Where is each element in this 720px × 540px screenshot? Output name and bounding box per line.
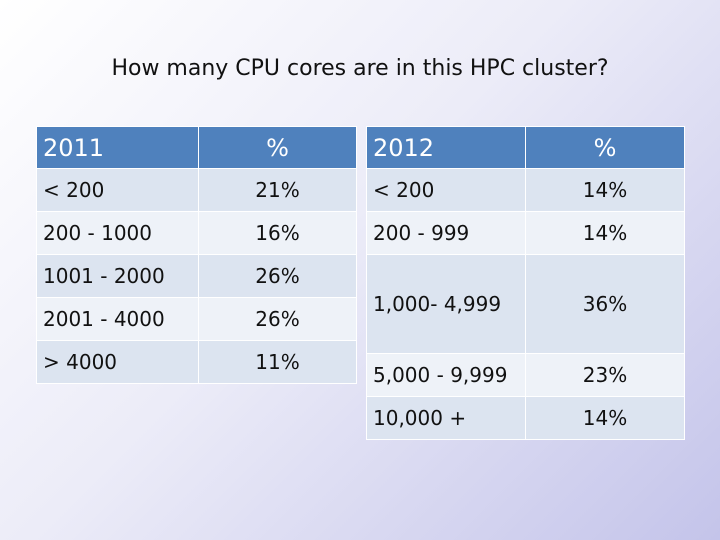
table-row: < 200 21%	[36, 168, 357, 212]
percent-header: %	[525, 126, 685, 169]
percent-cell: 26%	[198, 297, 357, 341]
table-row: 5,000 - 9,999 23%	[366, 353, 685, 397]
percent-cell: 14%	[525, 211, 685, 255]
percent-cell: 14%	[525, 168, 685, 212]
range-cell: 10,000 +	[366, 396, 526, 440]
percent-header: %	[198, 126, 357, 169]
range-cell: < 200	[366, 168, 526, 212]
table-row: < 200 14%	[366, 168, 685, 212]
table-row: > 4000 11%	[36, 340, 357, 384]
percent-cell: 26%	[198, 254, 357, 298]
table-2012: 2012 % < 200 14% 200 - 999 14% 1,000- 4,…	[366, 126, 685, 440]
percent-cell: 23%	[525, 353, 685, 397]
slide-title: How many CPU cores are in this HPC clust…	[111, 56, 609, 81]
table-row: 10,000 + 14%	[366, 396, 685, 440]
percent-cell: 21%	[198, 168, 357, 212]
range-cell: 2001 - 4000	[36, 297, 199, 341]
table-row: 200 - 999 14%	[366, 211, 685, 255]
table-header-row: 2011 %	[36, 126, 357, 169]
range-cell: > 4000	[36, 340, 199, 384]
table-2011: 2011 % < 200 21% 200 - 1000 16% 1001 - 2…	[36, 126, 357, 384]
table-row: 1,000- 4,999 36%	[366, 254, 685, 354]
range-cell: 1001 - 2000	[36, 254, 199, 298]
range-cell: 200 - 1000	[36, 211, 199, 255]
table-row: 200 - 1000 16%	[36, 211, 357, 255]
percent-cell: 16%	[198, 211, 357, 255]
percent-cell: 36%	[525, 254, 685, 354]
percent-cell: 14%	[525, 396, 685, 440]
range-cell: < 200	[36, 168, 199, 212]
table-header-row: 2012 %	[366, 126, 685, 169]
percent-cell: 11%	[198, 340, 357, 384]
range-cell: 5,000 - 9,999	[366, 353, 526, 397]
year-header: 2012	[366, 126, 526, 169]
range-cell: 200 - 999	[366, 211, 526, 255]
table-row: 1001 - 2000 26%	[36, 254, 357, 298]
table-row: 2001 - 4000 26%	[36, 297, 357, 341]
year-header: 2011	[36, 126, 199, 169]
range-cell: 1,000- 4,999	[366, 254, 526, 354]
